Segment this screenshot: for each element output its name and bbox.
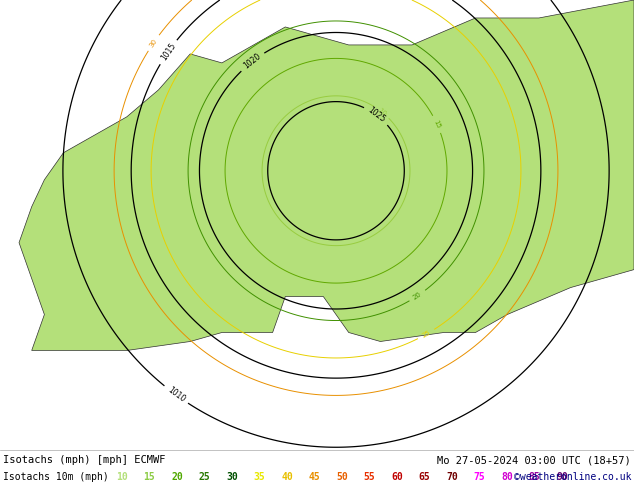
Text: 50: 50 bbox=[336, 472, 348, 482]
Text: 55: 55 bbox=[364, 472, 375, 482]
Text: Isotachs 10m (mph): Isotachs 10m (mph) bbox=[3, 472, 109, 482]
Text: 1025: 1025 bbox=[366, 106, 387, 124]
Text: 25: 25 bbox=[198, 472, 210, 482]
Text: 20: 20 bbox=[171, 472, 183, 482]
Text: 40: 40 bbox=[281, 472, 293, 482]
Text: ©weatheronline.co.uk: ©weatheronline.co.uk bbox=[514, 472, 631, 482]
Text: 15: 15 bbox=[144, 472, 155, 482]
Text: 1010: 1010 bbox=[165, 386, 186, 404]
Polygon shape bbox=[19, 0, 634, 350]
Text: 65: 65 bbox=[418, 472, 430, 482]
Text: 60: 60 bbox=[391, 472, 403, 482]
Text: 90: 90 bbox=[556, 472, 568, 482]
Text: Mo 27-05-2024 03:00 UTC (18+57): Mo 27-05-2024 03:00 UTC (18+57) bbox=[437, 455, 631, 465]
Text: 10: 10 bbox=[377, 107, 387, 117]
Text: 70: 70 bbox=[446, 472, 458, 482]
Text: 75: 75 bbox=[474, 472, 486, 482]
Text: 25: 25 bbox=[421, 329, 432, 339]
Text: 30: 30 bbox=[148, 38, 158, 49]
Text: 30: 30 bbox=[226, 472, 238, 482]
Text: 45: 45 bbox=[309, 472, 320, 482]
Text: 20: 20 bbox=[412, 291, 423, 301]
Text: 1020: 1020 bbox=[242, 52, 262, 71]
Text: 85: 85 bbox=[529, 472, 540, 482]
Text: 35: 35 bbox=[254, 472, 266, 482]
Text: 10: 10 bbox=[116, 472, 128, 482]
Text: 80: 80 bbox=[501, 472, 513, 482]
Text: 15: 15 bbox=[432, 119, 441, 129]
Text: Isotachs (mph) [mph] ECMWF: Isotachs (mph) [mph] ECMWF bbox=[3, 455, 165, 465]
Text: 1015: 1015 bbox=[159, 42, 178, 62]
